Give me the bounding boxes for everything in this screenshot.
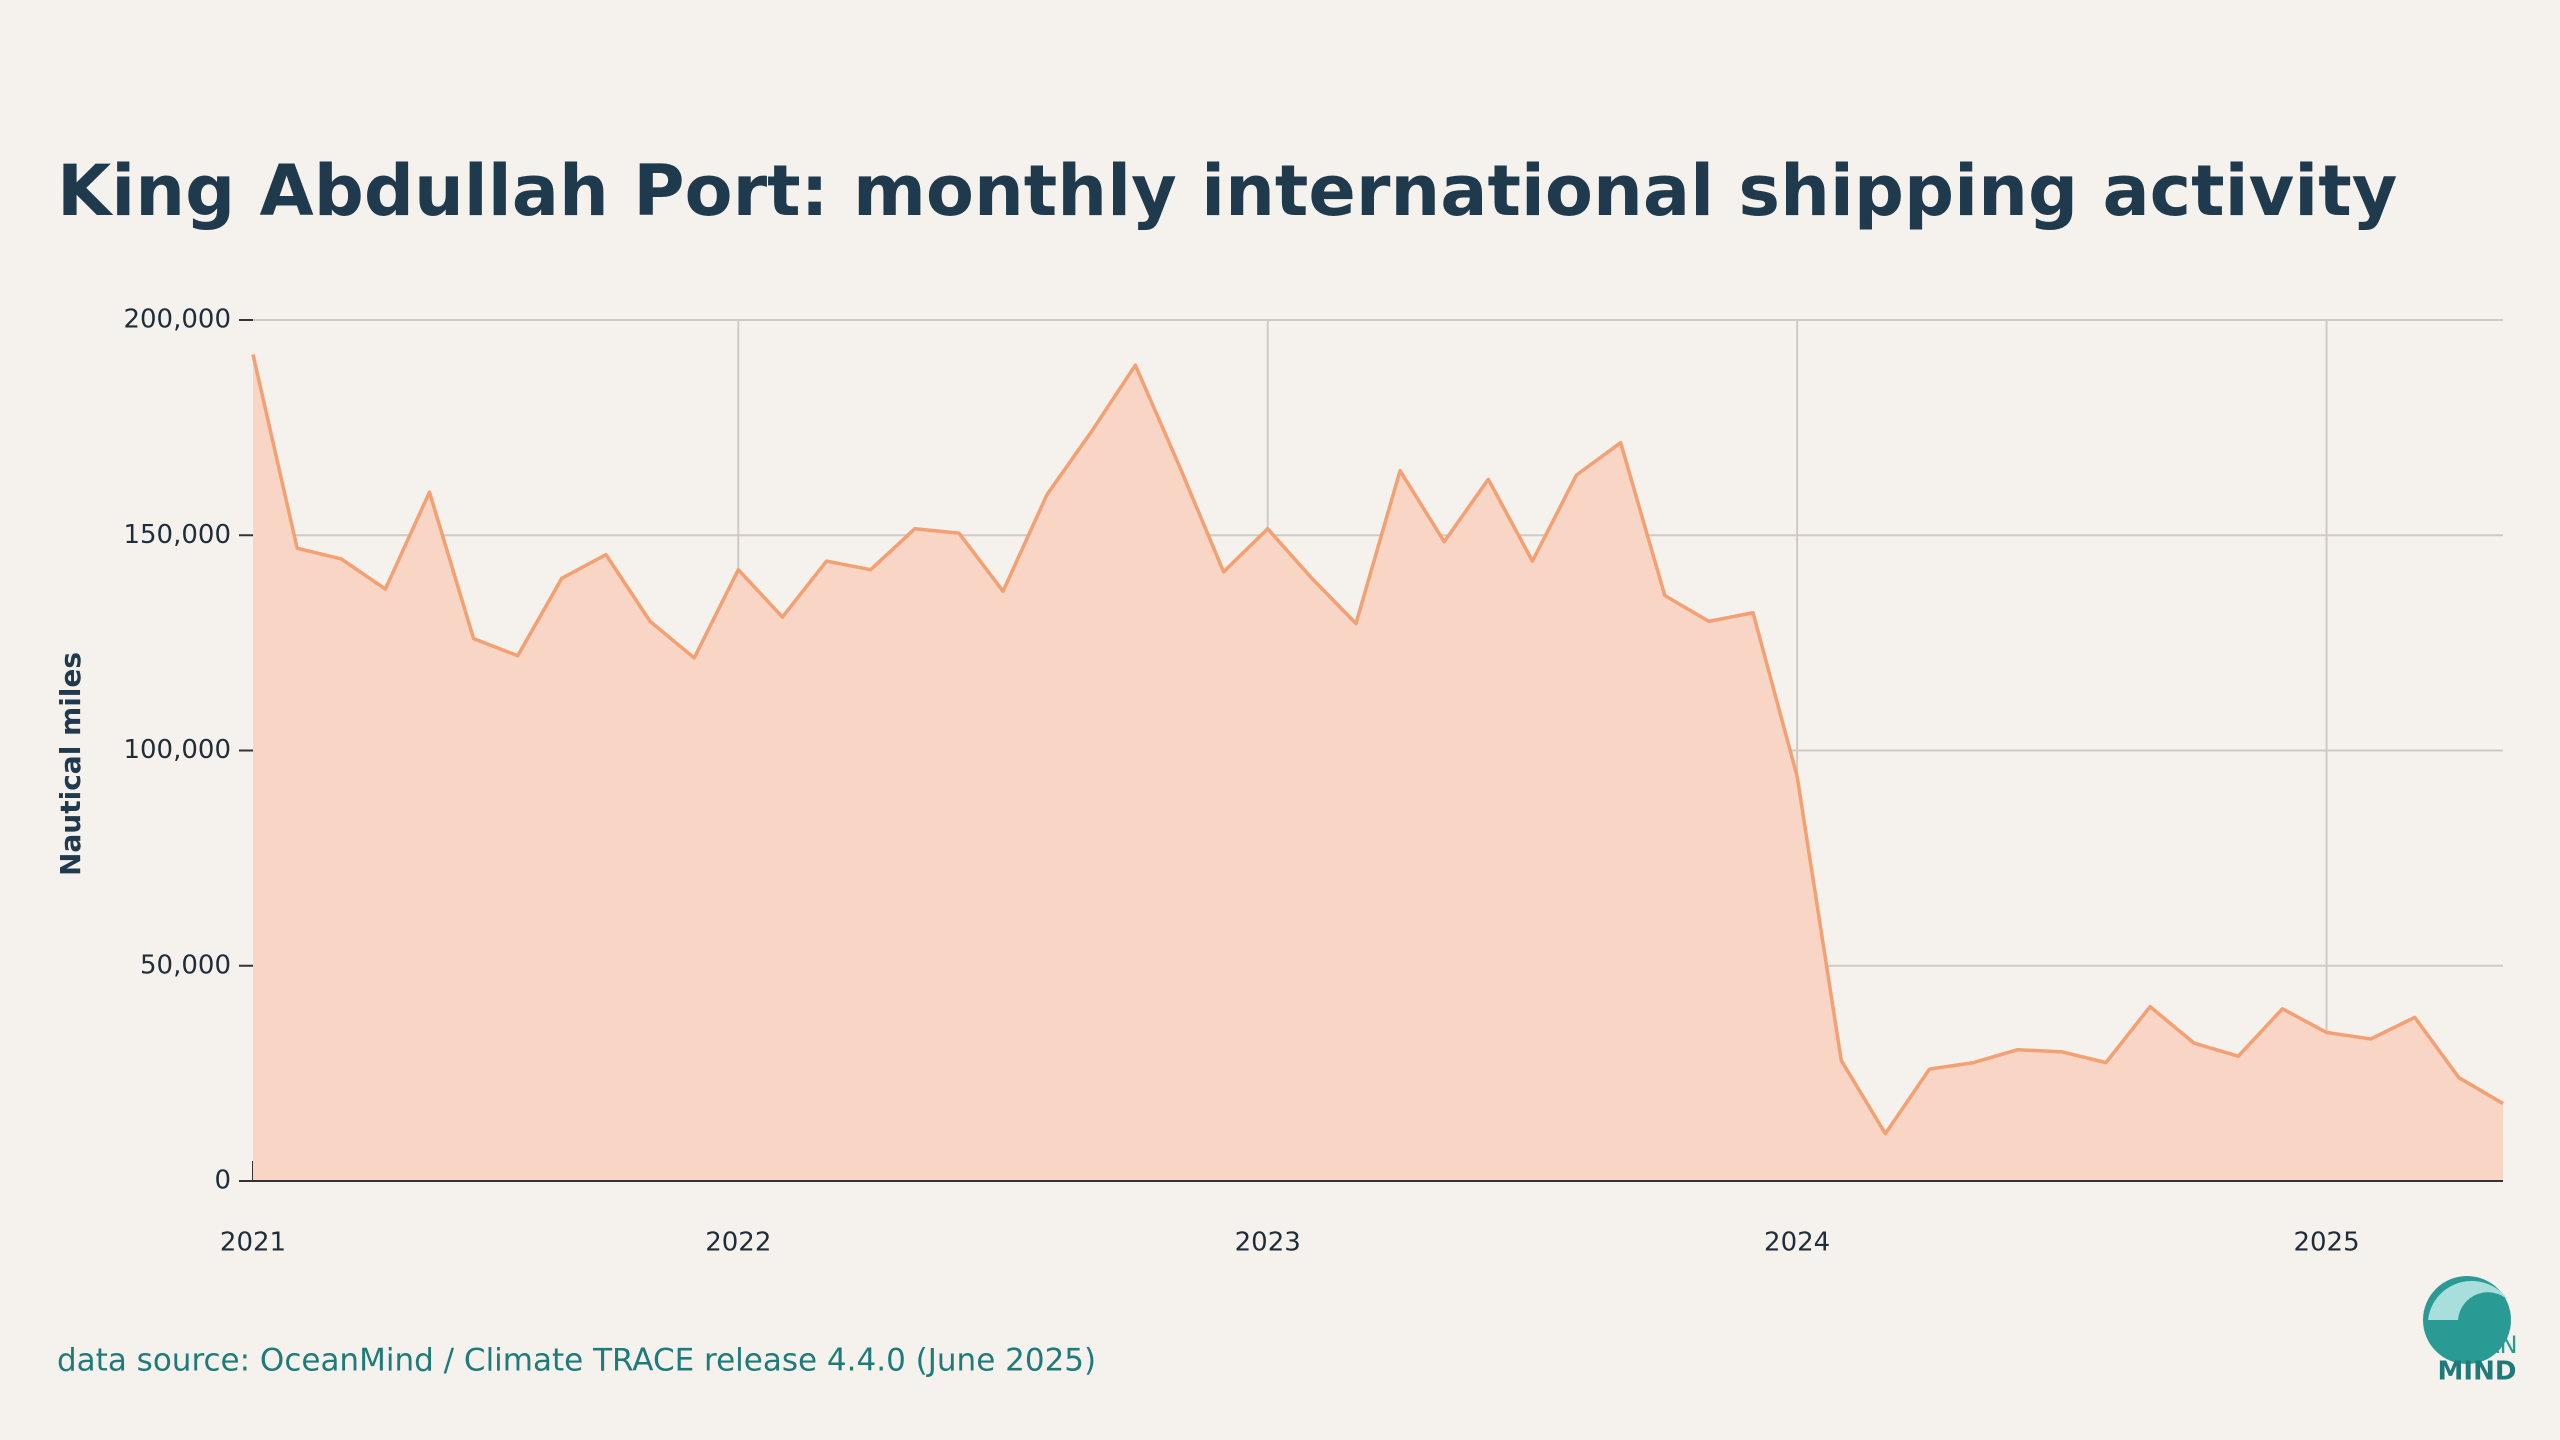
x-tick-label: 2025 [2293,1228,2359,1258]
logo-wave [2428,1280,2508,1320]
x-tick-label: 2022 [705,1228,771,1258]
y-tick-label: 0 [214,1166,231,1196]
y-axis-label: Nautical miles [54,652,87,876]
logo: OCEAN MIND [2423,1276,2518,1387]
source-note: data source: OceanMind / Climate TRACE r… [57,1343,1096,1379]
x-tick-label: 2021 [220,1228,286,1258]
area [253,354,2503,1181]
line [251,354,2504,1136]
y-tick-label: 150,000 [123,520,231,550]
logo-text: OCEAN [2432,1331,2517,1359]
logo-text: MIND [2438,1357,2517,1387]
x-tick-label: 2023 [1235,1228,1301,1258]
chart-title: King Abdullah Port: monthly internationa… [57,150,2397,232]
y-tick-label: 50,000 [140,950,231,980]
x-tick-label: 2024 [1764,1228,1830,1258]
y-tick-label: 200,000 [123,305,231,335]
y-tick-label: 100,000 [123,735,231,765]
